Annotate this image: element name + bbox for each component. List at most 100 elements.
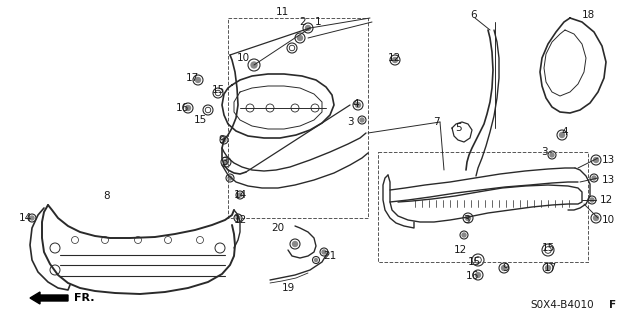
Text: 15: 15 [193, 115, 207, 125]
Text: S0X4-B4010: S0X4-B4010 [530, 300, 594, 310]
Circle shape [476, 273, 481, 277]
Circle shape [238, 193, 242, 197]
Circle shape [289, 45, 295, 51]
Circle shape [134, 236, 141, 244]
Text: 16: 16 [465, 271, 479, 281]
Circle shape [355, 102, 360, 108]
Circle shape [311, 104, 319, 112]
Circle shape [234, 214, 242, 222]
Circle shape [548, 151, 556, 159]
Circle shape [205, 107, 211, 113]
Circle shape [30, 216, 34, 220]
Text: 21: 21 [323, 251, 337, 261]
Text: 20: 20 [271, 223, 285, 233]
Circle shape [392, 58, 397, 62]
Circle shape [390, 55, 400, 65]
Circle shape [320, 248, 328, 256]
Circle shape [295, 33, 305, 43]
Circle shape [287, 43, 297, 53]
Circle shape [236, 216, 240, 220]
Circle shape [183, 103, 193, 113]
Text: 12: 12 [453, 245, 467, 255]
Circle shape [246, 104, 254, 112]
Circle shape [475, 257, 481, 263]
Circle shape [590, 198, 594, 202]
Circle shape [220, 136, 228, 144]
Bar [228, 18, 368, 218]
Circle shape [215, 243, 225, 253]
Circle shape [592, 176, 596, 180]
Circle shape [266, 104, 274, 112]
Circle shape [228, 176, 232, 180]
Circle shape [195, 77, 200, 83]
Bar [378, 152, 588, 262]
Circle shape [593, 157, 598, 163]
Circle shape [213, 88, 223, 98]
Text: 15: 15 [211, 85, 225, 95]
Circle shape [559, 132, 564, 138]
Circle shape [472, 254, 484, 266]
Text: 8: 8 [104, 191, 110, 201]
Circle shape [465, 215, 470, 220]
Text: 3: 3 [463, 215, 469, 225]
Text: 6: 6 [470, 10, 477, 20]
Circle shape [358, 116, 366, 124]
Circle shape [226, 174, 234, 182]
Circle shape [291, 104, 299, 112]
FancyArrow shape [30, 292, 68, 304]
Text: 11: 11 [275, 7, 289, 17]
Text: 5: 5 [454, 123, 461, 133]
Circle shape [102, 236, 109, 244]
Circle shape [502, 266, 506, 270]
Circle shape [590, 174, 598, 182]
Text: 15: 15 [467, 257, 481, 267]
Circle shape [588, 196, 596, 204]
Circle shape [462, 233, 466, 237]
Text: 12: 12 [387, 53, 401, 63]
Circle shape [251, 62, 257, 68]
Circle shape [221, 157, 231, 167]
Circle shape [223, 159, 228, 164]
Text: 16: 16 [175, 103, 189, 113]
Circle shape [196, 236, 204, 244]
Text: 19: 19 [282, 283, 294, 293]
Text: 10: 10 [236, 53, 250, 63]
Circle shape [312, 257, 319, 263]
Text: 13: 13 [602, 155, 614, 165]
Circle shape [499, 263, 509, 273]
Circle shape [164, 236, 172, 244]
Circle shape [186, 106, 191, 110]
Text: 17: 17 [543, 263, 557, 273]
Text: 15: 15 [541, 243, 555, 253]
Text: 17: 17 [186, 73, 198, 83]
Circle shape [248, 59, 260, 71]
Circle shape [215, 90, 221, 96]
Circle shape [593, 215, 598, 220]
Circle shape [557, 130, 567, 140]
Text: 12: 12 [600, 195, 612, 205]
Text: 14: 14 [19, 213, 31, 223]
Circle shape [545, 247, 551, 253]
Text: 4: 4 [353, 99, 359, 109]
Circle shape [236, 191, 244, 199]
Circle shape [545, 266, 550, 270]
Text: 9: 9 [219, 135, 225, 145]
Circle shape [303, 23, 313, 33]
Circle shape [193, 75, 203, 85]
Circle shape [542, 244, 554, 256]
Text: 18: 18 [581, 10, 595, 20]
Text: 9: 9 [502, 263, 509, 273]
Text: 1: 1 [315, 17, 321, 27]
Circle shape [50, 265, 60, 275]
Text: 2: 2 [300, 17, 307, 27]
Circle shape [322, 250, 326, 254]
Text: 3: 3 [221, 157, 227, 167]
Circle shape [463, 213, 473, 223]
Circle shape [72, 236, 79, 244]
Text: F: F [609, 300, 616, 310]
Circle shape [305, 26, 310, 30]
Text: 3: 3 [347, 117, 353, 127]
Circle shape [292, 242, 298, 246]
Circle shape [591, 155, 601, 165]
Text: 4: 4 [562, 127, 568, 137]
